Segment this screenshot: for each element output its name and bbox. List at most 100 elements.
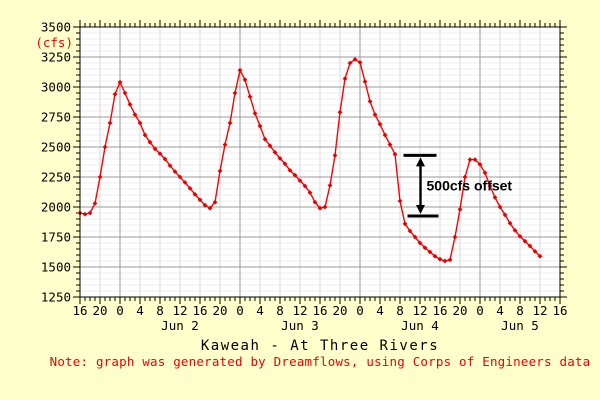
data-point-marker: [267, 143, 273, 149]
data-point-marker: [347, 60, 353, 66]
data-point-marker: [297, 178, 303, 183]
data-point-marker: [512, 228, 518, 233]
x-tick-label: 4: [376, 303, 384, 318]
data-point-marker: [367, 99, 373, 104]
data-point-marker: [497, 204, 503, 210]
data-point-marker: [432, 253, 438, 259]
axis-ticks: [73, 20, 567, 304]
data-point-marker: [522, 238, 528, 244]
day-labels: Jun 2 Jun 3 Jun 4 Jun 5: [161, 318, 539, 333]
data-point-marker: [372, 112, 378, 117]
data-point-marker: [417, 240, 423, 246]
data-point-marker: [157, 151, 163, 156]
data-point-marker: [82, 211, 88, 217]
data-point-marker: [317, 205, 323, 211]
data-point-marker: [287, 168, 293, 173]
x-tick-label: 12: [412, 303, 427, 318]
chart-title: Kaweah - At Three Rivers: [201, 338, 439, 354]
x-tick-label: 12: [292, 303, 307, 318]
y-tick-label: 1250: [41, 290, 71, 305]
x-tick-label: 16: [72, 303, 87, 318]
y-tick-label: 2250: [41, 170, 71, 185]
data-point-marker: [407, 228, 413, 234]
data-point-marker: [137, 120, 143, 126]
data-point-marker: [387, 142, 393, 147]
data-point-marker: [507, 220, 513, 226]
y-tick-label: 2750: [41, 110, 71, 125]
x-tick-label: 20: [452, 303, 467, 318]
x-tick-label: 16: [432, 303, 447, 318]
data-point-marker: [212, 199, 218, 205]
data-point-marker: [97, 174, 103, 180]
data-point-marker: [427, 249, 433, 255]
x-tick-label: 8: [396, 303, 404, 318]
data-point-marker: [362, 79, 368, 84]
data-point-marker: [147, 139, 153, 145]
data-point-marker: [177, 174, 183, 180]
x-tick-label: 8: [516, 303, 524, 318]
day-label: Jun 3: [281, 318, 319, 333]
x-tick-label: 4: [136, 303, 144, 318]
data-point-marker: [102, 144, 108, 150]
data-point-marker: [402, 221, 408, 227]
x-tick-label: 4: [496, 303, 504, 318]
data-point-marker: [237, 67, 243, 73]
data-point-marker: [252, 111, 258, 116]
x-tick-label: 20: [212, 303, 227, 318]
data-point-marker: [472, 157, 478, 162]
data-point-marker: [182, 180, 188, 185]
y-axis-unit-label: (cfs): [35, 35, 73, 50]
data-point-marker: [382, 132, 388, 138]
plot-border: [79, 26, 561, 298]
data-point-marker: [162, 156, 168, 162]
data-point-marker: [357, 60, 363, 65]
data-point-marker: [527, 243, 533, 249]
data-point-marker: [332, 153, 338, 158]
flow-series: [77, 57, 543, 264]
y-tick-label: 3000: [41, 80, 71, 95]
data-point-marker: [207, 205, 213, 211]
data-point-marker: [322, 204, 328, 210]
x-tick-label: 20: [92, 303, 107, 318]
x-tick-label: 8: [276, 303, 284, 318]
data-point-marker: [537, 253, 543, 259]
chart-note: Note: graph was generated by Dreamflows,…: [50, 354, 591, 369]
data-point-marker: [292, 172, 298, 178]
offset-annotation-label: 500cfs offset: [427, 178, 513, 194]
data-point-marker: [502, 212, 508, 218]
data-point-marker: [312, 199, 318, 205]
data-point-marker: [142, 132, 148, 138]
x-tick-label: 16: [312, 303, 327, 318]
data-point-marker: [397, 198, 403, 204]
x-tick-label: 8: [156, 303, 164, 318]
data-point-marker: [187, 186, 193, 191]
data-point-marker: [392, 151, 398, 157]
x-tick-label: 4: [256, 303, 264, 318]
day-label: Jun 5: [501, 318, 539, 333]
y-axis-labels: 1250 1500 1750 2000 2250 2500 2750 3000 3250 3500: [41, 20, 71, 305]
data-point-marker: [492, 195, 498, 200]
data-point-marker: [422, 245, 428, 251]
offset-arrowhead-up: [416, 157, 425, 167]
data-point-marker: [202, 202, 208, 208]
x-tick-label: 12: [172, 303, 187, 318]
y-tick-label: 2000: [41, 200, 71, 215]
data-point-marker: [222, 142, 228, 147]
day-label: Jun 2: [161, 318, 199, 333]
offset-annotation: 500cfs offset: [403, 153, 513, 218]
data-point-marker: [442, 258, 448, 264]
flow-markers: [77, 57, 543, 264]
data-point-marker: [477, 162, 483, 167]
data-point-marker: [192, 192, 198, 197]
x-tick-label: 20: [332, 303, 347, 318]
data-point-marker: [532, 249, 538, 254]
data-point-marker: [127, 102, 133, 107]
data-point-marker: [217, 168, 223, 174]
x-tick-label: 16: [552, 303, 567, 318]
y-tick-label: 3500: [41, 20, 71, 35]
data-point-marker: [342, 76, 348, 81]
data-point-marker: [337, 109, 343, 115]
x-tick-label: 16: [192, 303, 207, 318]
data-point-marker: [257, 123, 263, 129]
x-tick-label: 0: [116, 303, 124, 318]
